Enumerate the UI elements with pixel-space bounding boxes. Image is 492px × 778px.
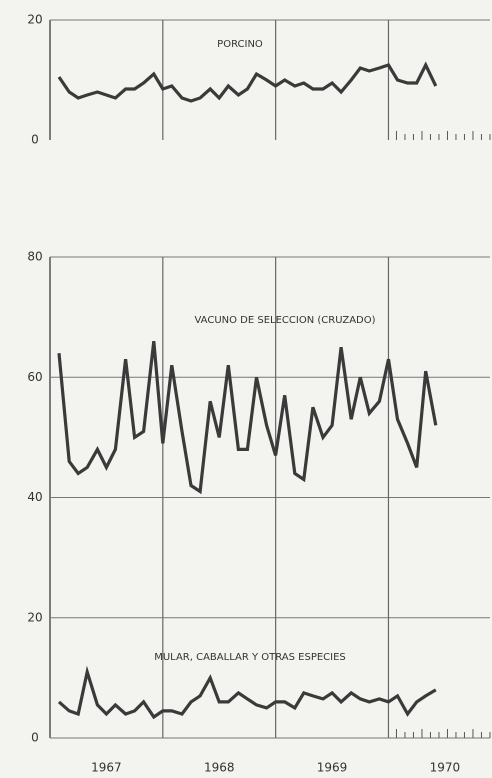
series-line: [57, 341, 438, 495]
series-line: [57, 665, 437, 720]
y-tick-label: 40: [27, 490, 42, 504]
y-tick-label: 80: [27, 250, 42, 264]
y-tick-label: 60: [27, 370, 42, 384]
y-tick-label: 20: [27, 610, 42, 624]
y-tick-label: 20: [27, 13, 42, 27]
x-tick-label: 1968: [204, 761, 235, 775]
series-label: VACUNO DE SELECCION (CRUZADO): [194, 315, 375, 326]
x-tick-label: 1970: [430, 761, 461, 775]
series-label: MULAR, CABALLAR Y OTRAS ESPECIES: [154, 652, 346, 663]
y-tick-label: 0: [31, 731, 39, 745]
series-label: PORCINO: [217, 39, 263, 50]
y-tick-label: 0: [31, 133, 39, 147]
x-tick-label: 1969: [317, 761, 348, 775]
series-line: [57, 61, 438, 103]
x-tick-label: 1967: [91, 761, 122, 775]
